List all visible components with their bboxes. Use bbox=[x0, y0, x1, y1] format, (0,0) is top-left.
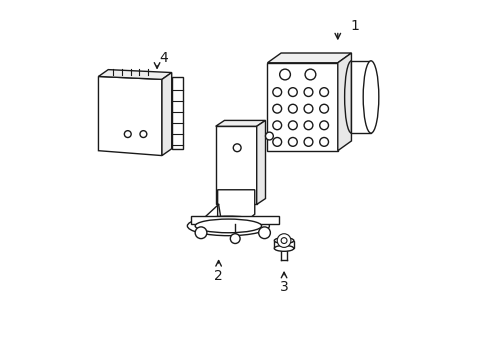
Circle shape bbox=[304, 104, 312, 113]
Circle shape bbox=[288, 138, 297, 146]
Circle shape bbox=[281, 238, 286, 243]
Circle shape bbox=[124, 131, 131, 138]
Circle shape bbox=[319, 88, 328, 96]
Circle shape bbox=[272, 104, 281, 113]
Ellipse shape bbox=[274, 238, 293, 243]
Circle shape bbox=[140, 131, 146, 138]
Polygon shape bbox=[351, 61, 370, 133]
Polygon shape bbox=[98, 69, 171, 80]
Polygon shape bbox=[215, 126, 256, 204]
Circle shape bbox=[233, 144, 241, 152]
Circle shape bbox=[230, 234, 240, 243]
Ellipse shape bbox=[274, 246, 293, 251]
Circle shape bbox=[304, 121, 312, 130]
Circle shape bbox=[319, 138, 328, 146]
Circle shape bbox=[272, 138, 281, 146]
Circle shape bbox=[265, 132, 273, 140]
Circle shape bbox=[288, 104, 297, 113]
Circle shape bbox=[319, 104, 328, 113]
Polygon shape bbox=[191, 216, 279, 224]
Polygon shape bbox=[171, 77, 183, 149]
Circle shape bbox=[304, 138, 312, 146]
Circle shape bbox=[288, 88, 297, 96]
Circle shape bbox=[258, 227, 270, 239]
Ellipse shape bbox=[363, 61, 378, 133]
Polygon shape bbox=[215, 120, 265, 126]
Text: 3: 3 bbox=[279, 280, 288, 294]
Circle shape bbox=[277, 234, 290, 247]
Circle shape bbox=[272, 88, 281, 96]
Ellipse shape bbox=[187, 216, 269, 236]
Circle shape bbox=[279, 69, 290, 80]
Text: 4: 4 bbox=[159, 51, 168, 65]
Circle shape bbox=[272, 121, 281, 130]
Polygon shape bbox=[98, 76, 162, 156]
Circle shape bbox=[304, 88, 312, 96]
Polygon shape bbox=[267, 63, 337, 151]
Circle shape bbox=[319, 121, 328, 130]
Text: 1: 1 bbox=[350, 19, 359, 33]
Ellipse shape bbox=[195, 219, 261, 233]
Circle shape bbox=[288, 121, 297, 130]
Polygon shape bbox=[256, 120, 265, 204]
Text: 2: 2 bbox=[214, 269, 223, 283]
Circle shape bbox=[195, 227, 206, 239]
Polygon shape bbox=[217, 190, 254, 227]
Polygon shape bbox=[337, 53, 351, 151]
Polygon shape bbox=[267, 53, 351, 63]
Circle shape bbox=[305, 69, 315, 80]
Polygon shape bbox=[162, 73, 171, 156]
Polygon shape bbox=[274, 240, 293, 248]
